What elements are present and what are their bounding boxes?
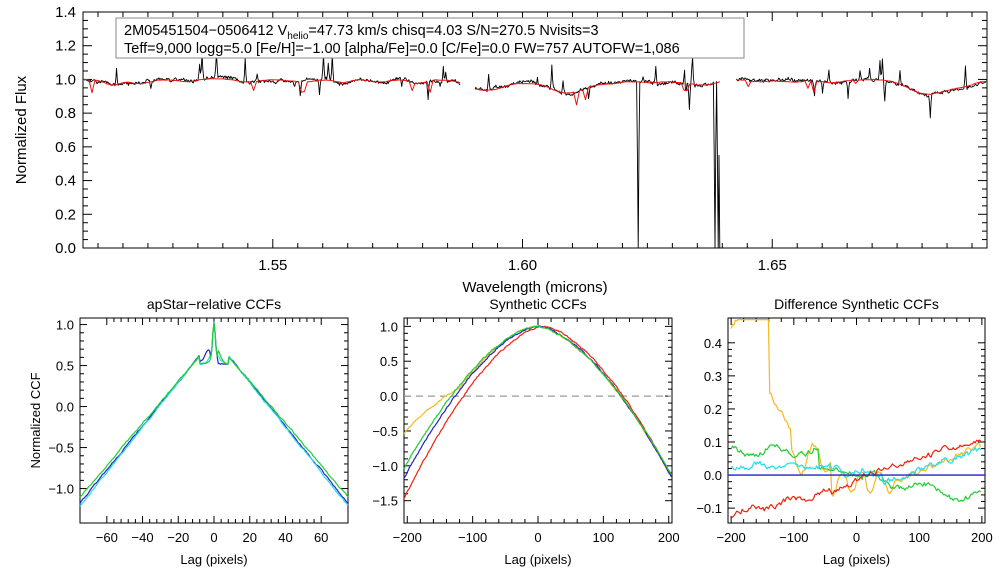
annotation-box [115, 17, 745, 59]
annotation-line-1: 2M05451504−0506412 Vhelio=47.73 km/s chi… [124, 23, 599, 42]
synthetic-ccfs-panel-xtick-label: 100 [593, 530, 615, 545]
apstar-relative-ccfs-panel-xtick-label: 40 [278, 530, 292, 545]
apstar-relative-ccfs-panel-ytick-label: −1.0 [48, 482, 74, 497]
apstar-relative-ccfs-panel-xaxis-label: Lag (pixels) [180, 552, 247, 567]
spectrum-observed-trace [82, 51, 461, 100]
spectrum-ytick-label: 0.8 [55, 105, 76, 122]
spectrum-xtick-label: 1.55 [258, 257, 287, 274]
spectrum-ytick-label: 1.4 [55, 4, 76, 21]
synthetic-trace-red [403, 325, 672, 499]
apstar-relative-ccfs-panel: apStar−relative CCFs −1.0 −0.5 0.0 0.5 1.0 −60… [28, 296, 349, 567]
apstar-relative-ccfs-panel-yaxis-label: Normalized CCF [28, 372, 43, 468]
difference-synthetic-ccfs-panel-xtick-label: 100 [908, 530, 930, 545]
spectrum-xtick-label: 1.65 [758, 257, 787, 274]
spectrum-panel: 0.0 0.2 0.4 0.6 0.8 1.0 1.2 1.4 1.55 1.60 1.65 Wave… [13, 4, 988, 296]
difference-synthetic-ccfs-panel: Difference Synthetic CCFs −0.1 0.0 0.1 0.2 0.… [696, 296, 992, 567]
spectrum-ytick-label: 0.4 [55, 173, 76, 190]
spectrum-yaxis-label: Normalized Flux [13, 75, 30, 184]
apstar-relative-ccfs-panel-title: apStar−relative CCFs [147, 296, 281, 312]
apstar-relative-ccfs-panel-xtick-label: −40 [132, 530, 154, 545]
ccf-trace-blue [79, 321, 349, 504]
difference-synthetic-ccfs-panel-ytick-label: 0.3 [704, 369, 722, 384]
synthetic-ccfs-panel-ytick-label: −1.5 [372, 494, 398, 509]
spectrum-model-trace [736, 78, 988, 95]
synthetic-ccfs-panel-ytick-label: 1.0 [380, 319, 398, 334]
apstar-relative-ccfs-panel-xtick-label: 0 [210, 530, 217, 545]
spectrum-ytick-label: 0.2 [55, 206, 76, 223]
synthetic-ccfs-panel-title: Synthetic CCFs [489, 296, 586, 312]
difference-trace-red [730, 439, 982, 518]
synthetic-trace-blue [403, 325, 672, 479]
spectrum-xtick-label: 1.60 [508, 257, 537, 274]
apstar-relative-ccfs-panel-xtick-label: −60 [96, 530, 118, 545]
synthetic-ccfs-panel-xaxis-label: Lag (pixels) [504, 552, 571, 567]
synthetic-ccfs-panel: Synthetic CCFs −1.5 −1.0 −0.5 0.0 0.5 1.0 −200 −… [372, 296, 679, 567]
spectrum-model-trace [474, 81, 720, 106]
synthetic-ccfs-panel-xtick-label: −200 [393, 530, 422, 545]
difference-synthetic-ccfs-panel-ytick-label: 0.2 [704, 402, 722, 417]
difference-synthetic-ccfs-panel-ytick-label: 0.1 [704, 435, 722, 450]
spectrum-ytick-label: 0.6 [55, 139, 76, 156]
apstar-relative-ccfs-panel-ytick-label: −0.5 [48, 441, 74, 456]
synthetic-ccfs-panel-ytick-label: −1.0 [372, 459, 398, 474]
apstar-relative-ccfs-panel-ytick-label: 0.0 [56, 400, 74, 415]
synthetic-ccfs-panel-ytick-label: 0.0 [380, 389, 398, 404]
apstar-relative-ccfs-panel-xtick-label: 20 [242, 530, 256, 545]
synthetic-trace-green [403, 325, 672, 475]
apstar-relative-ccfs-panel-frame [79, 317, 349, 524]
spectrum-model-trace [82, 78, 461, 94]
spectrum-observed-trace [735, 58, 988, 119]
synthetic-ccfs-panel-frame [403, 317, 673, 524]
synthetic-ccfs-panel-ytick-label: −0.5 [372, 424, 398, 439]
synthetic-ccfs-panel-xtick-label: 0 [534, 530, 541, 545]
difference-synthetic-ccfs-panel-xaxis-label: Lag (pixels) [823, 552, 890, 567]
difference-synthetic-ccfs-panel-xtick-label: −100 [779, 530, 808, 545]
apstar-relative-ccfs-panel-ytick-label: 1.0 [56, 318, 74, 333]
difference-synthetic-ccfs-panel-frame [727, 317, 986, 524]
apstar-relative-ccfs-panel-xtick-label: 60 [314, 530, 328, 545]
annotation-line-2: Teff=9,000 logg=5.0 [Fe/H]=−1.00 [alpha/… [124, 41, 680, 57]
apstar-relative-ccfs-panel-xtick-label: −20 [167, 530, 189, 545]
difference-synthetic-ccfs-panel-xtick-label: 200 [971, 530, 993, 545]
synthetic-trace-orange [403, 325, 672, 477]
difference-synthetic-ccfs-panel-title: Difference Synthetic CCFs [774, 296, 939, 312]
synthetic-ccfs-panel-xtick-label: −100 [458, 530, 487, 545]
difference-synthetic-ccfs-panel-xtick-label: −200 [716, 530, 745, 545]
difference-trace-cyan [731, 447, 982, 485]
difference-synthetic-ccfs-panel-ytick-label: 0.0 [704, 468, 722, 483]
ccf-trace-cyan [79, 321, 349, 507]
difference-trace-green [730, 444, 982, 502]
ccf-trace-green [79, 322, 349, 498]
spectrum-ytick-label: 1.2 [55, 38, 76, 55]
difference-synthetic-ccfs-panel-ytick-label: 0.4 [704, 336, 722, 351]
apstar-relative-ccfs-panel-ytick-label: 0.5 [56, 359, 74, 374]
spectrum-xaxis-label: Wavelength (microns) [462, 279, 607, 296]
spectrum-ytick-label: 0.0 [55, 240, 76, 257]
synthetic-ccfs-panel-ytick-label: 0.5 [380, 354, 398, 369]
spectrum-ytick-label: 1.0 [55, 71, 76, 88]
difference-trace-orange [730, 319, 982, 497]
synthetic-ccfs-panel-xtick-label: 200 [658, 530, 680, 545]
difference-synthetic-ccfs-panel-xtick-label: 0 [853, 530, 860, 545]
difference-synthetic-ccfs-panel-ytick-label: −0.1 [696, 501, 722, 516]
